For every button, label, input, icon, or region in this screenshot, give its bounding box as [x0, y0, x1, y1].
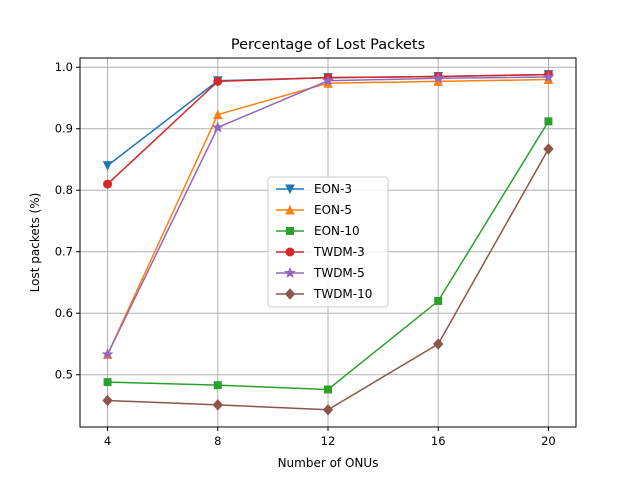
chart-title: Percentage of Lost Packets [231, 37, 425, 53]
data-point [213, 76, 223, 86]
legend-entry: TWDM-5 [276, 266, 365, 280]
data-point [432, 72, 445, 84]
data-point [103, 378, 112, 387]
x-axis-label: Number of ONUs [278, 456, 379, 470]
legend-marker [284, 288, 296, 300]
legend-label: EON-5 [314, 203, 352, 217]
legend-marker [285, 184, 295, 195]
series-eon-10 [103, 117, 553, 394]
legend-marker [284, 266, 296, 278]
series-layer [101, 70, 555, 416]
data-point [544, 117, 553, 126]
data-point [102, 161, 113, 171]
legend-label: EON-3 [314, 182, 352, 196]
data-point [212, 399, 223, 411]
legend-label: TWDM-10 [313, 287, 372, 301]
data-point [101, 348, 114, 360]
legend-entry: TWDM-3 [276, 245, 365, 259]
legend-label: EON-10 [314, 224, 360, 238]
y-tick-label: 1.0 [55, 60, 73, 74]
y-tick-label: 0.5 [55, 368, 73, 382]
x-tick-label: 8 [214, 434, 221, 448]
data-point [434, 296, 443, 305]
data-point [102, 394, 113, 407]
y-tick-label: 0.7 [55, 245, 73, 259]
data-point [211, 121, 224, 133]
x-axis-ticks: 4 8 12 16 20 [104, 427, 556, 448]
series-twdm-10 [102, 143, 554, 416]
x-tick-label: 4 [104, 434, 111, 448]
x-tick-label: 12 [321, 434, 336, 448]
data-point [213, 381, 222, 390]
series-twdm-5 [101, 70, 555, 360]
legend-entry: TWDM-10 [276, 287, 372, 301]
y-tick-label: 0.8 [55, 183, 73, 197]
legend: EON-3 EON-5 EON-10 TWDM-3 TWDM-5 TWDM-10 [267, 176, 389, 308]
data-point [322, 74, 334, 86]
data-point [322, 404, 334, 416]
data-point [542, 70, 555, 83]
y-tick-label: 0.6 [55, 306, 73, 320]
y-axis-ticks: 0.5 0.6 0.7 0.8 0.9 1.0 [55, 60, 80, 382]
data-point [433, 338, 444, 350]
y-tick-label: 0.9 [55, 122, 73, 136]
legend-marker [285, 204, 295, 215]
legend-label: TWDM-3 [313, 245, 365, 259]
data-point [543, 143, 554, 155]
data-point [103, 179, 113, 189]
data-point [212, 109, 223, 120]
legend-marker [285, 247, 295, 257]
x-tick-label: 20 [541, 434, 556, 448]
legend-label: TWDM-5 [313, 266, 365, 280]
y-axis-label: Lost packets (%) [28, 193, 42, 293]
x-tick-label: 16 [431, 434, 446, 448]
legend-marker [286, 227, 294, 235]
data-point [324, 385, 332, 394]
legend-entry: EON-5 [276, 203, 352, 217]
legend-entry: EON-10 [276, 224, 360, 238]
legend-entry: EON-3 [276, 182, 352, 196]
